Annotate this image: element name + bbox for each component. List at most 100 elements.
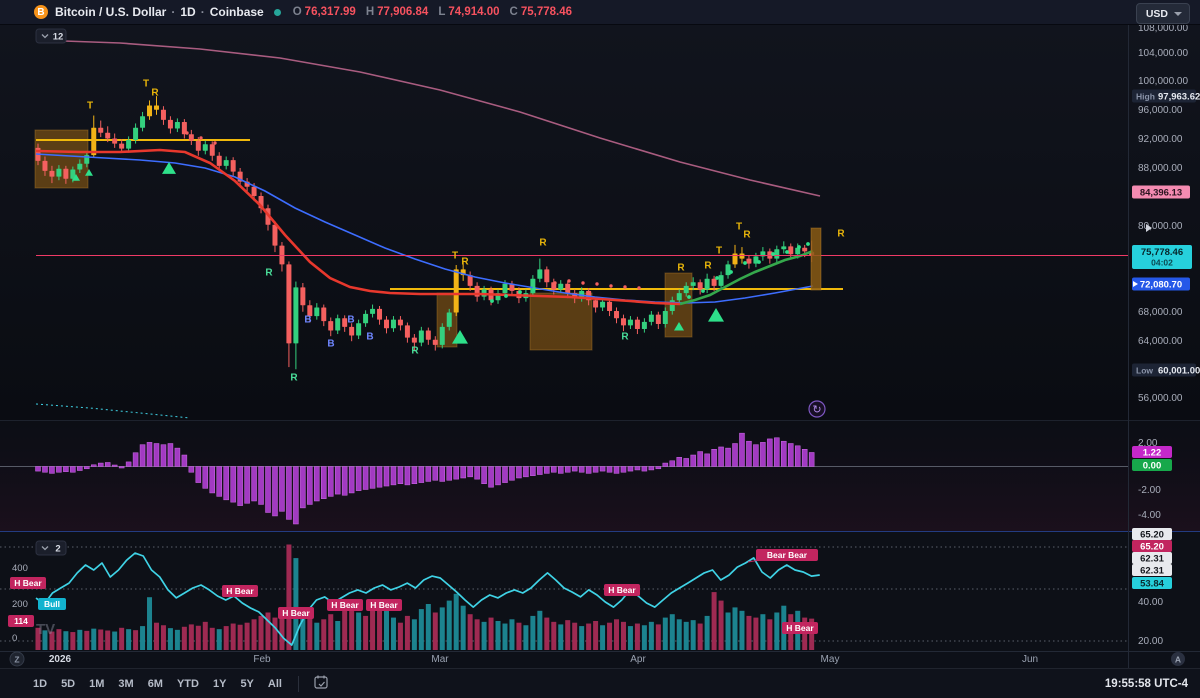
candle-body [697,282,703,290]
exchange-label[interactable]: Coinbase [209,5,264,19]
momentum-histogram-bar [606,466,613,473]
price-axis-label: 88,000.00 [1138,163,1183,174]
signal-volume-bar [335,621,341,650]
signal-volume-bar [174,629,180,650]
candle-body [530,278,536,294]
main-legend-toggle[interactable]: 12 [35,28,67,44]
range-button-YTD[interactable]: YTD [170,674,206,694]
momentum-histogram-bar [585,466,592,474]
range-button-5D[interactable]: 5D [54,674,82,694]
timezone-button[interactable] [9,651,25,667]
auto-scale-button[interactable] [1171,652,1185,666]
candle-body [216,155,222,166]
momentum-histogram-bar [334,466,341,495]
go-to-date-button[interactable] [308,673,335,694]
market-status-icon [273,8,281,16]
signal-volume-bar [314,622,320,650]
currency-selector[interactable]: USD [1135,3,1190,24]
momentum-histogram-bar [56,466,62,473]
interval-label[interactable]: 1D [180,5,196,19]
candle-body [425,330,431,340]
signal-volume-bar [530,615,536,650]
signal-letter-R: R [677,263,685,274]
candle-body [272,224,278,246]
signal-volume-bar [767,619,773,650]
signal-letter-R: R [265,268,273,279]
supply-demand-zone [529,292,593,351]
signal-badge [38,598,66,610]
signal-badge-label: H Bear [370,600,398,610]
candle-body [593,300,599,308]
momentum-histogram-bar [746,440,752,467]
candle-body [119,143,125,149]
signal-volume-bar [35,627,41,650]
range-button-1Y[interactable]: 1Y [206,674,233,694]
signal-volume-bar [495,621,501,650]
momentum-histogram-bar [753,444,759,467]
signal-volume-bar [49,631,55,650]
candle-body [251,186,257,197]
momentum-histogram-bar [111,464,118,467]
range-button-1M[interactable]: 1M [82,674,111,694]
buy-signal-triangle-icon [162,162,176,174]
signal-volume-bar [572,622,578,650]
momentum-histogram-bar [669,460,676,467]
candle-body [774,249,780,259]
range-button-5Y[interactable]: 5Y [233,674,260,694]
candle-body [795,247,801,255]
momentum-histogram-bar [599,466,606,472]
momentum-histogram-bar [132,452,139,467]
oscillator-value-badge [1132,577,1172,589]
signal-volume-bar [390,617,396,650]
range-button-1D[interactable]: 1D [26,674,54,694]
signal-badge-label: H Bear [282,608,310,618]
signal-volume-bar [112,631,118,650]
pane2-legend-toggle[interactable]: 2 [35,540,67,556]
time-axis-label-Feb: Feb [253,654,271,665]
currency-label: USD [1145,7,1168,20]
signal-volume-bar [614,619,620,650]
candle-body [683,285,689,294]
momentum-histogram-bar [307,466,313,505]
fast-ma-line-down [35,148,681,306]
signal-volume-bar [432,612,438,650]
range-button-6M[interactable]: 6M [141,674,170,694]
signal-volume-bar [774,612,780,650]
candle-body [112,138,118,144]
momentum-histogram-bar [321,466,327,499]
candle-body [307,305,313,317]
candle-body [349,326,355,336]
last-price-value: 75,778.46 [1141,247,1183,258]
low-value: 74,914.00 [448,6,500,18]
signal-volume-bar [188,624,194,650]
signal-volume-bar [544,617,550,650]
clock-label[interactable]: 19:55:58 UTC-4 [1104,677,1188,690]
momentum-histogram-bar [244,466,250,504]
trail-dot-up [797,245,801,249]
signal-volume-bar [446,600,452,650]
candle-body [223,160,229,166]
range-button-All[interactable]: All [261,674,289,694]
candle-body [167,119,173,129]
momentum-histogram-bar [620,466,627,473]
trendline-value-badge [1132,185,1190,199]
signal-volume-bar [467,614,473,650]
candle-body [195,140,201,151]
momentum-histogram-bar [683,458,689,467]
symbol-title[interactable]: Bitcoin / U.S. Dollar [55,5,167,19]
momentum-histogram-bar [104,462,111,467]
momentum-histogram-bar [411,466,418,484]
trail-dot-up [504,294,508,298]
momentum-histogram-bar [139,444,146,467]
signal-volume-bar [558,624,564,650]
momentum-histogram-bar [279,466,285,512]
price-high-badge [1132,89,1196,103]
symbol-header: B Bitcoin / U.S. Dollar · 1D · Coinbase … [0,0,1200,25]
high-key: H [365,6,375,18]
momentum-histogram-bar [362,466,369,490]
range-button-3M[interactable]: 3M [111,674,140,694]
momentum-histogram-bar [509,466,515,481]
candle-body [600,301,606,308]
